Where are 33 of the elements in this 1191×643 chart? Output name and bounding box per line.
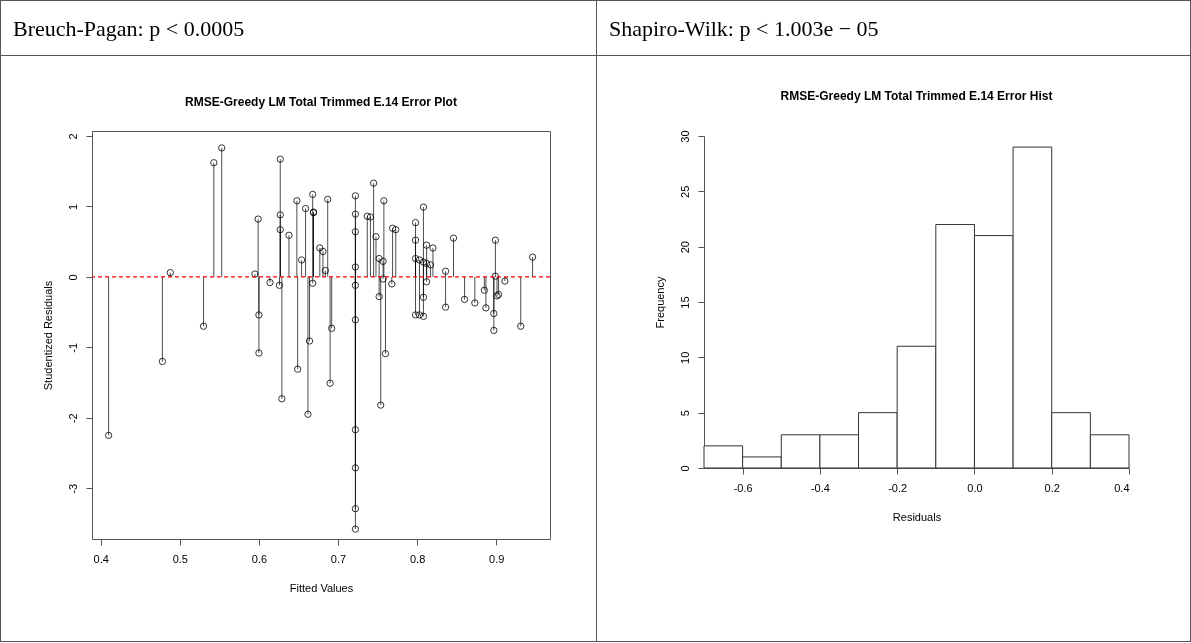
y-axis-title: Frequency (653, 276, 666, 329)
x-tick-label: 0.4 (93, 552, 109, 565)
x-tick-label: 0.0 (967, 481, 983, 494)
y-tick-label: -1 (66, 342, 79, 353)
y-tick-label: 10 (678, 351, 691, 364)
x-axis-title: Residuals (892, 510, 942, 523)
y-tick-label: 25 (678, 185, 691, 198)
y-tick-label: -2 (66, 413, 79, 424)
y-axis-title: Studentized Residuals (41, 280, 54, 391)
y-tick-label: -3 (66, 483, 79, 494)
y-tick-label: 0 (678, 465, 691, 472)
text: Breuch-Pagan: p < 0.0005 (1, 1, 596, 56)
x-tick-label: 0.9 (489, 552, 505, 565)
y-tick-label: 15 (678, 296, 691, 309)
y-tick-label: 30 (678, 130, 691, 143)
x-tick-label: 0.6 (251, 552, 268, 565)
y-tick-label: 20 (678, 241, 691, 254)
x-tick-label: -0.2 (888, 481, 908, 494)
y-tick-label: 0 (66, 274, 79, 281)
text: Shapiro-Wilk: p < 1.003e − 05 (597, 1, 1190, 56)
x-tick-label: -0.4 (810, 481, 830, 494)
y-tick-label: 5 (678, 410, 691, 417)
x-tick-label: 0.5 (172, 552, 188, 565)
x-tick-label: 0.4 (1114, 481, 1130, 494)
x-tick-label: 0.8 (409, 552, 426, 565)
y-tick-label: 1 (66, 203, 79, 210)
x-tick-label: -0.6 (733, 481, 753, 494)
chart-title: RMSE-Greedy LM Total Trimmed E.14 Error Hist (780, 88, 1053, 103)
y-tick-label: 2 (66, 133, 79, 140)
chart-title: RMSE-Greedy LM Total Trimmed E.14 Error Plot (185, 95, 457, 109)
x-axis-title: Fitted Values (289, 581, 354, 594)
x-tick-label: 0.2 (1044, 481, 1060, 494)
x-tick-label: 0.7 (330, 552, 347, 565)
